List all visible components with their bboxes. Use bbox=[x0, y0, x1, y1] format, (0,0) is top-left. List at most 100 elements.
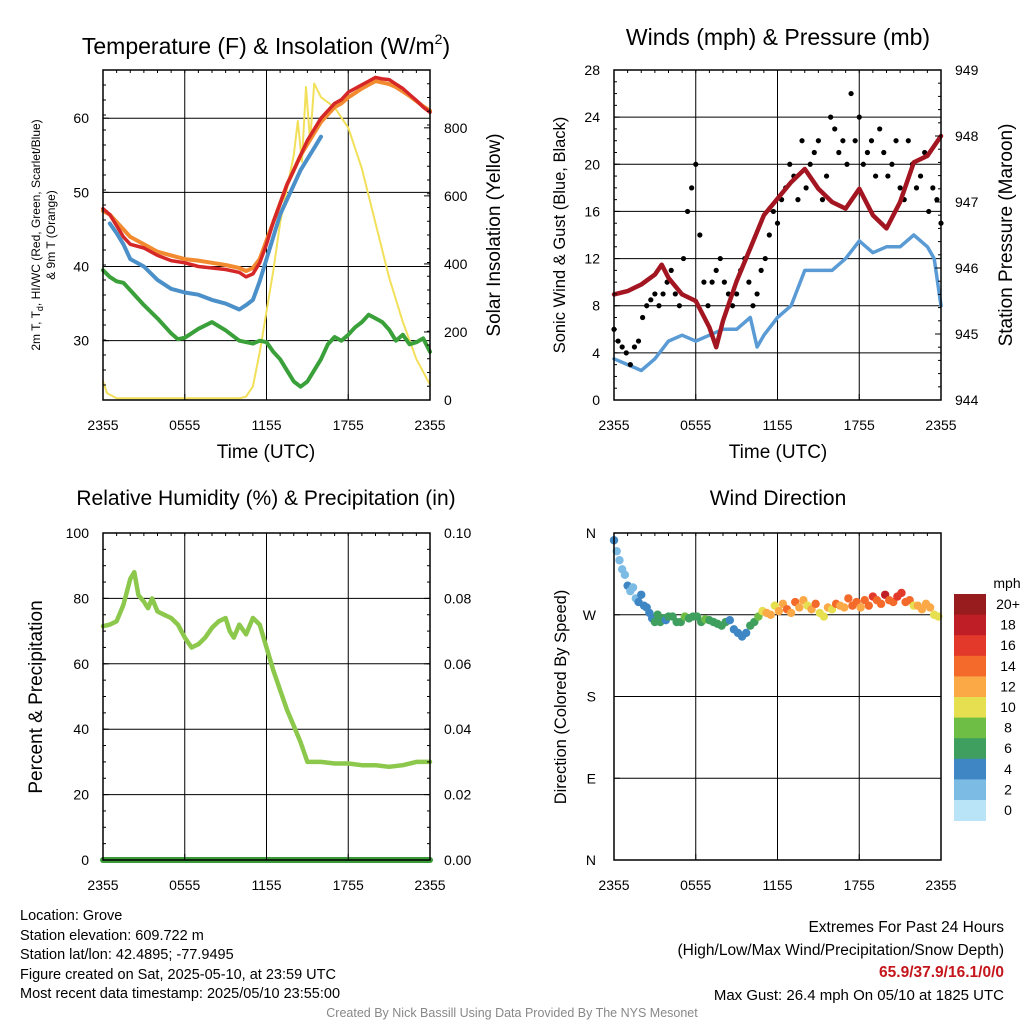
wind-direction-point bbox=[819, 612, 829, 621]
winds-ytick-right-label: 948 bbox=[955, 128, 979, 144]
gust-point bbox=[648, 297, 654, 303]
gust-point bbox=[627, 362, 633, 368]
colorbar-label: 2 bbox=[1004, 781, 1012, 797]
gust-point bbox=[701, 279, 707, 285]
gust-point bbox=[774, 220, 781, 226]
temperature-xtick-label: 1755 bbox=[333, 417, 364, 433]
humidity-xtick-label: 2355 bbox=[87, 877, 118, 893]
winds-ytick-label: 0 bbox=[592, 392, 600, 408]
winds-ytick-label: 24 bbox=[584, 109, 600, 125]
gust-point bbox=[640, 314, 646, 321]
gust-point bbox=[844, 161, 850, 167]
temperature-ytick-right-label: 0 bbox=[444, 392, 452, 408]
winds-ytick-label: 20 bbox=[584, 156, 600, 172]
temperature-ytick-label: 60 bbox=[73, 110, 89, 126]
humidity-xtick-label: 2355 bbox=[414, 877, 445, 893]
gust-point bbox=[631, 344, 638, 350]
gust-point bbox=[917, 173, 924, 179]
direction-xtick-label: 0555 bbox=[680, 877, 711, 893]
wind-direction-point bbox=[925, 603, 935, 612]
gust-point bbox=[652, 291, 658, 297]
gust-point bbox=[689, 185, 695, 191]
gust-point bbox=[705, 303, 711, 309]
gust-point bbox=[729, 303, 736, 309]
winds-ytick-right-label: 945 bbox=[955, 326, 979, 342]
gust-point bbox=[873, 173, 879, 179]
winds-left-ylabel: Sonic Wind & Gust (Blue, Black) bbox=[551, 117, 569, 354]
credit-line: Created By Nick Bassill Using Data Provi… bbox=[326, 1006, 698, 1020]
colorbar-swatch bbox=[954, 594, 986, 615]
humidity-grid bbox=[103, 533, 430, 860]
temperature-xtick-label: 2355 bbox=[87, 417, 118, 433]
gust-point bbox=[934, 197, 940, 203]
colorbar-label: 8 bbox=[1004, 720, 1012, 736]
colorbar-label: 6 bbox=[1004, 740, 1012, 756]
winds-ytick-label: 12 bbox=[584, 251, 600, 267]
station-location: Location: Grove bbox=[20, 908, 123, 924]
gust-point bbox=[709, 279, 715, 285]
temperature-grid bbox=[103, 70, 430, 400]
direction-ytick-label: W bbox=[583, 607, 597, 623]
gust-point bbox=[877, 126, 883, 132]
winds-ytick-label: 4 bbox=[592, 345, 600, 361]
humidity-panel: Relative Humidity (%) & Precipitation (i… bbox=[26, 487, 471, 893]
gust-point bbox=[746, 279, 752, 285]
gust-point bbox=[856, 114, 862, 120]
direction-ytick-label: E bbox=[587, 770, 596, 786]
temperature-xtick-label: 1155 bbox=[251, 417, 281, 433]
colorbar-swatch bbox=[954, 717, 986, 739]
temperature-xtick-label: 2355 bbox=[414, 417, 445, 433]
direction-xtick-label: 1155 bbox=[762, 877, 792, 893]
temperature-left-ylabel: 2m T, Td, HI/WC (Red, Green, Scarlet/Blu… bbox=[29, 119, 45, 350]
wind-direction-point bbox=[876, 599, 886, 609]
gust-point bbox=[615, 338, 621, 344]
gust-point bbox=[819, 197, 826, 203]
temperature-title: Temperature (F) & Insolation (W/m2) bbox=[82, 31, 450, 59]
direction-ytick-label: N bbox=[586, 852, 596, 868]
wind-direction-point bbox=[844, 594, 853, 603]
gust-point bbox=[799, 138, 805, 144]
colorbar-swatch bbox=[954, 738, 986, 760]
humidity-ticks: 2355 0555 1155 1755 2355 0 20 40 60 80 100 0.00 0.02… bbox=[66, 525, 472, 893]
sonic-wind-line bbox=[612, 233, 943, 373]
gust-point bbox=[770, 208, 777, 215]
winds-xtick-label: 2355 bbox=[598, 417, 629, 433]
wind-direction-point bbox=[774, 606, 784, 616]
winds-ytick-label: 28 bbox=[584, 62, 600, 78]
gust-point bbox=[828, 114, 834, 120]
gust-point bbox=[758, 267, 764, 273]
wind-direction-point bbox=[637, 590, 646, 599]
winds-title: Winds (mph) & Pressure (mb) bbox=[626, 24, 930, 50]
gust-point bbox=[852, 138, 858, 144]
colorbar-swatch bbox=[954, 655, 986, 677]
colorbar-swatch bbox=[954, 635, 986, 657]
temperature-ytick-label: 40 bbox=[73, 259, 89, 275]
wind-direction-point bbox=[811, 599, 820, 609]
direction-xtick-label: 2355 bbox=[925, 877, 956, 893]
colorbar-label: 12 bbox=[1000, 678, 1016, 694]
direction-xtick-label: 1755 bbox=[844, 877, 875, 893]
colorbar-swatch bbox=[954, 800, 986, 821]
wind-direction-point bbox=[620, 570, 630, 579]
relative-humidity-line bbox=[100, 569, 433, 770]
winds-series bbox=[611, 90, 944, 373]
humidity-left-ylabel: Percent & Precipitation bbox=[26, 600, 47, 793]
colorbar-label: 0 bbox=[1004, 802, 1012, 818]
direction-ytick-label: S bbox=[587, 689, 596, 705]
winds-right-ylabel: Station Pressure (Maroon) bbox=[996, 124, 1017, 347]
winds-ytick-right-label: 946 bbox=[955, 260, 979, 276]
humidity-ytick-right-label: 0.10 bbox=[444, 525, 471, 541]
temperature-ytick-right-label: 200 bbox=[444, 324, 468, 340]
direction-ytick-label: N bbox=[586, 525, 596, 541]
humidity-xtick-label: 1155 bbox=[251, 877, 281, 893]
colorbar-swatch bbox=[954, 676, 986, 698]
wind-direction-point bbox=[766, 610, 775, 619]
wind-chill-line bbox=[107, 134, 323, 312]
temperature-xlabel: Time (UTC) bbox=[217, 442, 316, 463]
humidity-ytick-right-label: 0.02 bbox=[444, 787, 471, 803]
gust-point bbox=[930, 185, 936, 191]
winds-xlabel: Time (UTC) bbox=[729, 442, 828, 463]
extremes-values: 65.9/37.9/16.1/0/0 bbox=[879, 964, 1004, 981]
